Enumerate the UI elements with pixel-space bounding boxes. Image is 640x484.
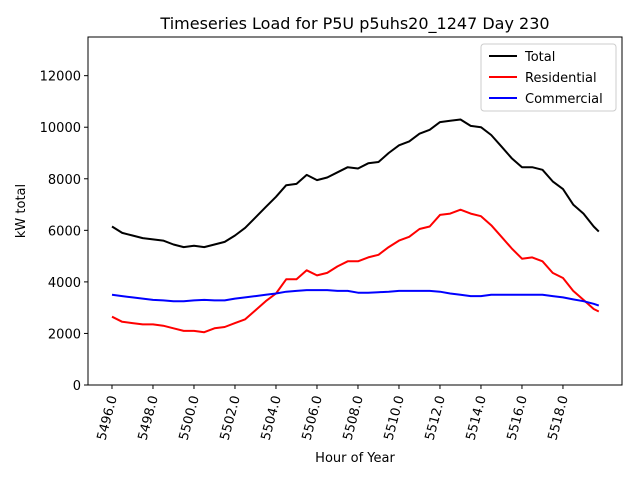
x-axis-ticks: 5496.0 5498.0 5500.0 5502.0 5504.0 5506.0 5508…: [95, 385, 572, 442]
y-tick-label: 10000: [40, 121, 81, 136]
legend-label-commercial: Commercial: [525, 92, 603, 107]
x-tick-label: 5496.0: [95, 394, 121, 442]
x-axis-label: Hour of Year: [315, 451, 395, 466]
plot-lines: [111, 118, 600, 334]
x-tick-label: 5504.0: [259, 394, 285, 442]
series-line-total: [111, 118, 600, 249]
x-tick-label: 5506.0: [300, 394, 326, 442]
x-tick-label: 5514.0: [464, 394, 490, 442]
x-tick-label: 5502.0: [218, 394, 244, 442]
x-tick-label: 5508.0: [341, 394, 367, 442]
x-tick-label: 5516.0: [505, 394, 531, 442]
series-line-commercial: [111, 289, 600, 307]
y-tick-label: 4000: [48, 276, 81, 291]
y-tick-label: 0: [73, 379, 81, 394]
y-axis-label: kW total: [14, 184, 29, 238]
legend: Total Residential Commercial: [480, 43, 617, 112]
y-tick-label: 6000: [48, 224, 81, 239]
y-tick-label: 12000: [40, 70, 81, 85]
chart-title: Timeseries Load for P5U p5uhs20_1247 Day…: [159, 14, 549, 34]
y-tick-label: 8000: [48, 173, 81, 188]
x-tick-label: 5500.0: [177, 394, 203, 442]
legend-box: [480, 43, 617, 112]
plot-frame: [87, 36, 623, 386]
series-line-residential: [111, 208, 600, 334]
legend-label-total: Total: [524, 50, 555, 65]
x-tick-label: 5510.0: [382, 394, 408, 442]
legend-label-residential: Residential: [525, 71, 597, 86]
x-tick-label: 5518.0: [546, 394, 572, 442]
y-axis-ticks: 0 2000 4000 6000 8000 10000 12000: [40, 70, 88, 394]
y-tick-label: 2000: [48, 327, 81, 342]
x-tick-label: 5512.0: [423, 394, 449, 442]
x-tick-label: 5498.0: [136, 394, 162, 442]
